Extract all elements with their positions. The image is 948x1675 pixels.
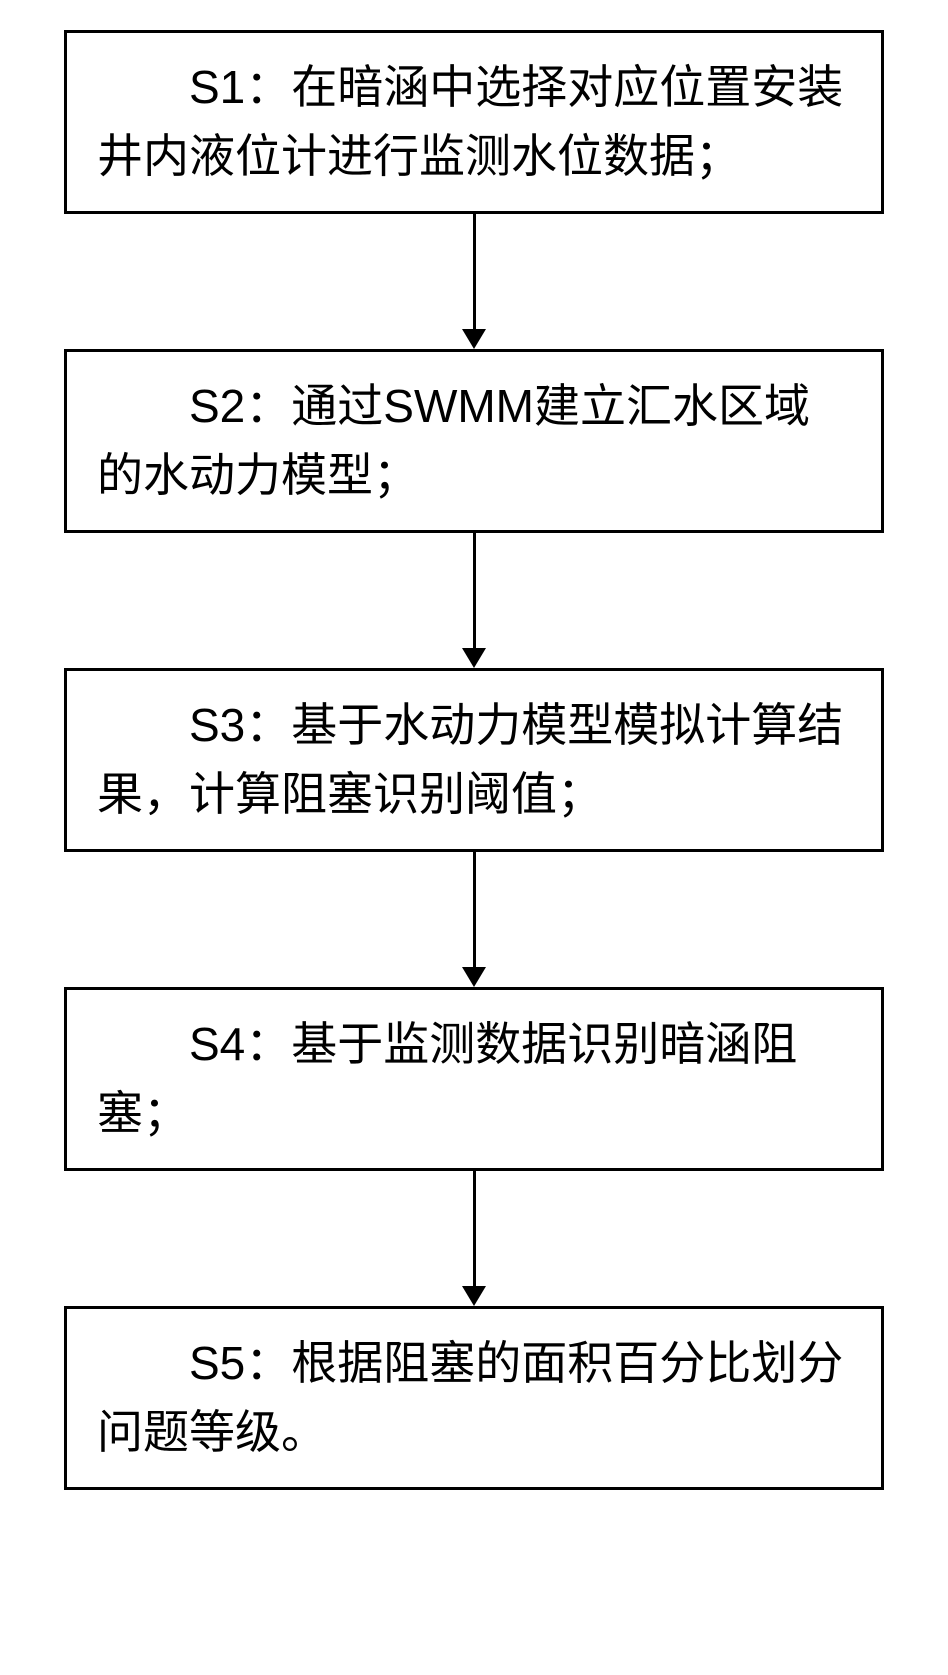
arrow-head-icon [462,967,486,987]
node-text: S2：通过SWMM建立汇水区域的水动力模型； [97,372,851,510]
arrow-head-icon [462,329,486,349]
arrow-head-icon [462,1286,486,1306]
arrow-s3-s4 [462,852,486,987]
flowchart-node-s5: S5：根据阻塞的面积百分比划分问题等级。 [64,1306,884,1490]
arrow-line [473,533,476,648]
arrow-line [473,214,476,329]
node-text: S5：根据阻塞的面积百分比划分问题等级。 [97,1329,851,1467]
arrow-line [473,1171,476,1286]
arrow-s4-s5 [462,1171,486,1306]
arrow-head-icon [462,648,486,668]
flowchart-node-s2: S2：通过SWMM建立汇水区域的水动力模型； [64,349,884,533]
arrow-s1-s2 [462,214,486,349]
node-text: S1：在暗涵中选择对应位置安装井内液位计进行监测水位数据； [97,53,851,191]
arrow-line [473,852,476,967]
flowchart-node-s3: S3：基于水动力模型模拟计算结果，计算阻塞识别阈值； [64,668,884,852]
node-text: S4：基于监测数据识别暗涵阻塞； [97,1010,851,1148]
flowchart-node-s1: S1：在暗涵中选择对应位置安装井内液位计进行监测水位数据； [64,30,884,214]
node-text: S3：基于水动力模型模拟计算结果，计算阻塞识别阈值； [97,691,851,829]
flowchart-container: S1：在暗涵中选择对应位置安装井内液位计进行监测水位数据； S2：通过SWMM建… [60,30,888,1490]
arrow-s2-s3 [462,533,486,668]
flowchart-node-s4: S4：基于监测数据识别暗涵阻塞； [64,987,884,1171]
